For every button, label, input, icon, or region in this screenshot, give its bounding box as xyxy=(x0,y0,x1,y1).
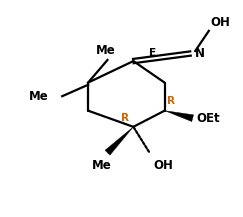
Polygon shape xyxy=(165,111,193,122)
Text: Me: Me xyxy=(28,90,48,103)
Text: Me: Me xyxy=(95,44,115,57)
Text: E: E xyxy=(149,48,156,58)
Text: N: N xyxy=(194,47,204,60)
Polygon shape xyxy=(105,127,133,155)
Text: Me: Me xyxy=(92,159,112,171)
Text: OH: OH xyxy=(210,16,230,29)
Text: OH: OH xyxy=(153,159,173,171)
Text: R: R xyxy=(167,96,175,106)
Text: OEt: OEt xyxy=(196,112,219,125)
Text: R: R xyxy=(122,113,130,123)
